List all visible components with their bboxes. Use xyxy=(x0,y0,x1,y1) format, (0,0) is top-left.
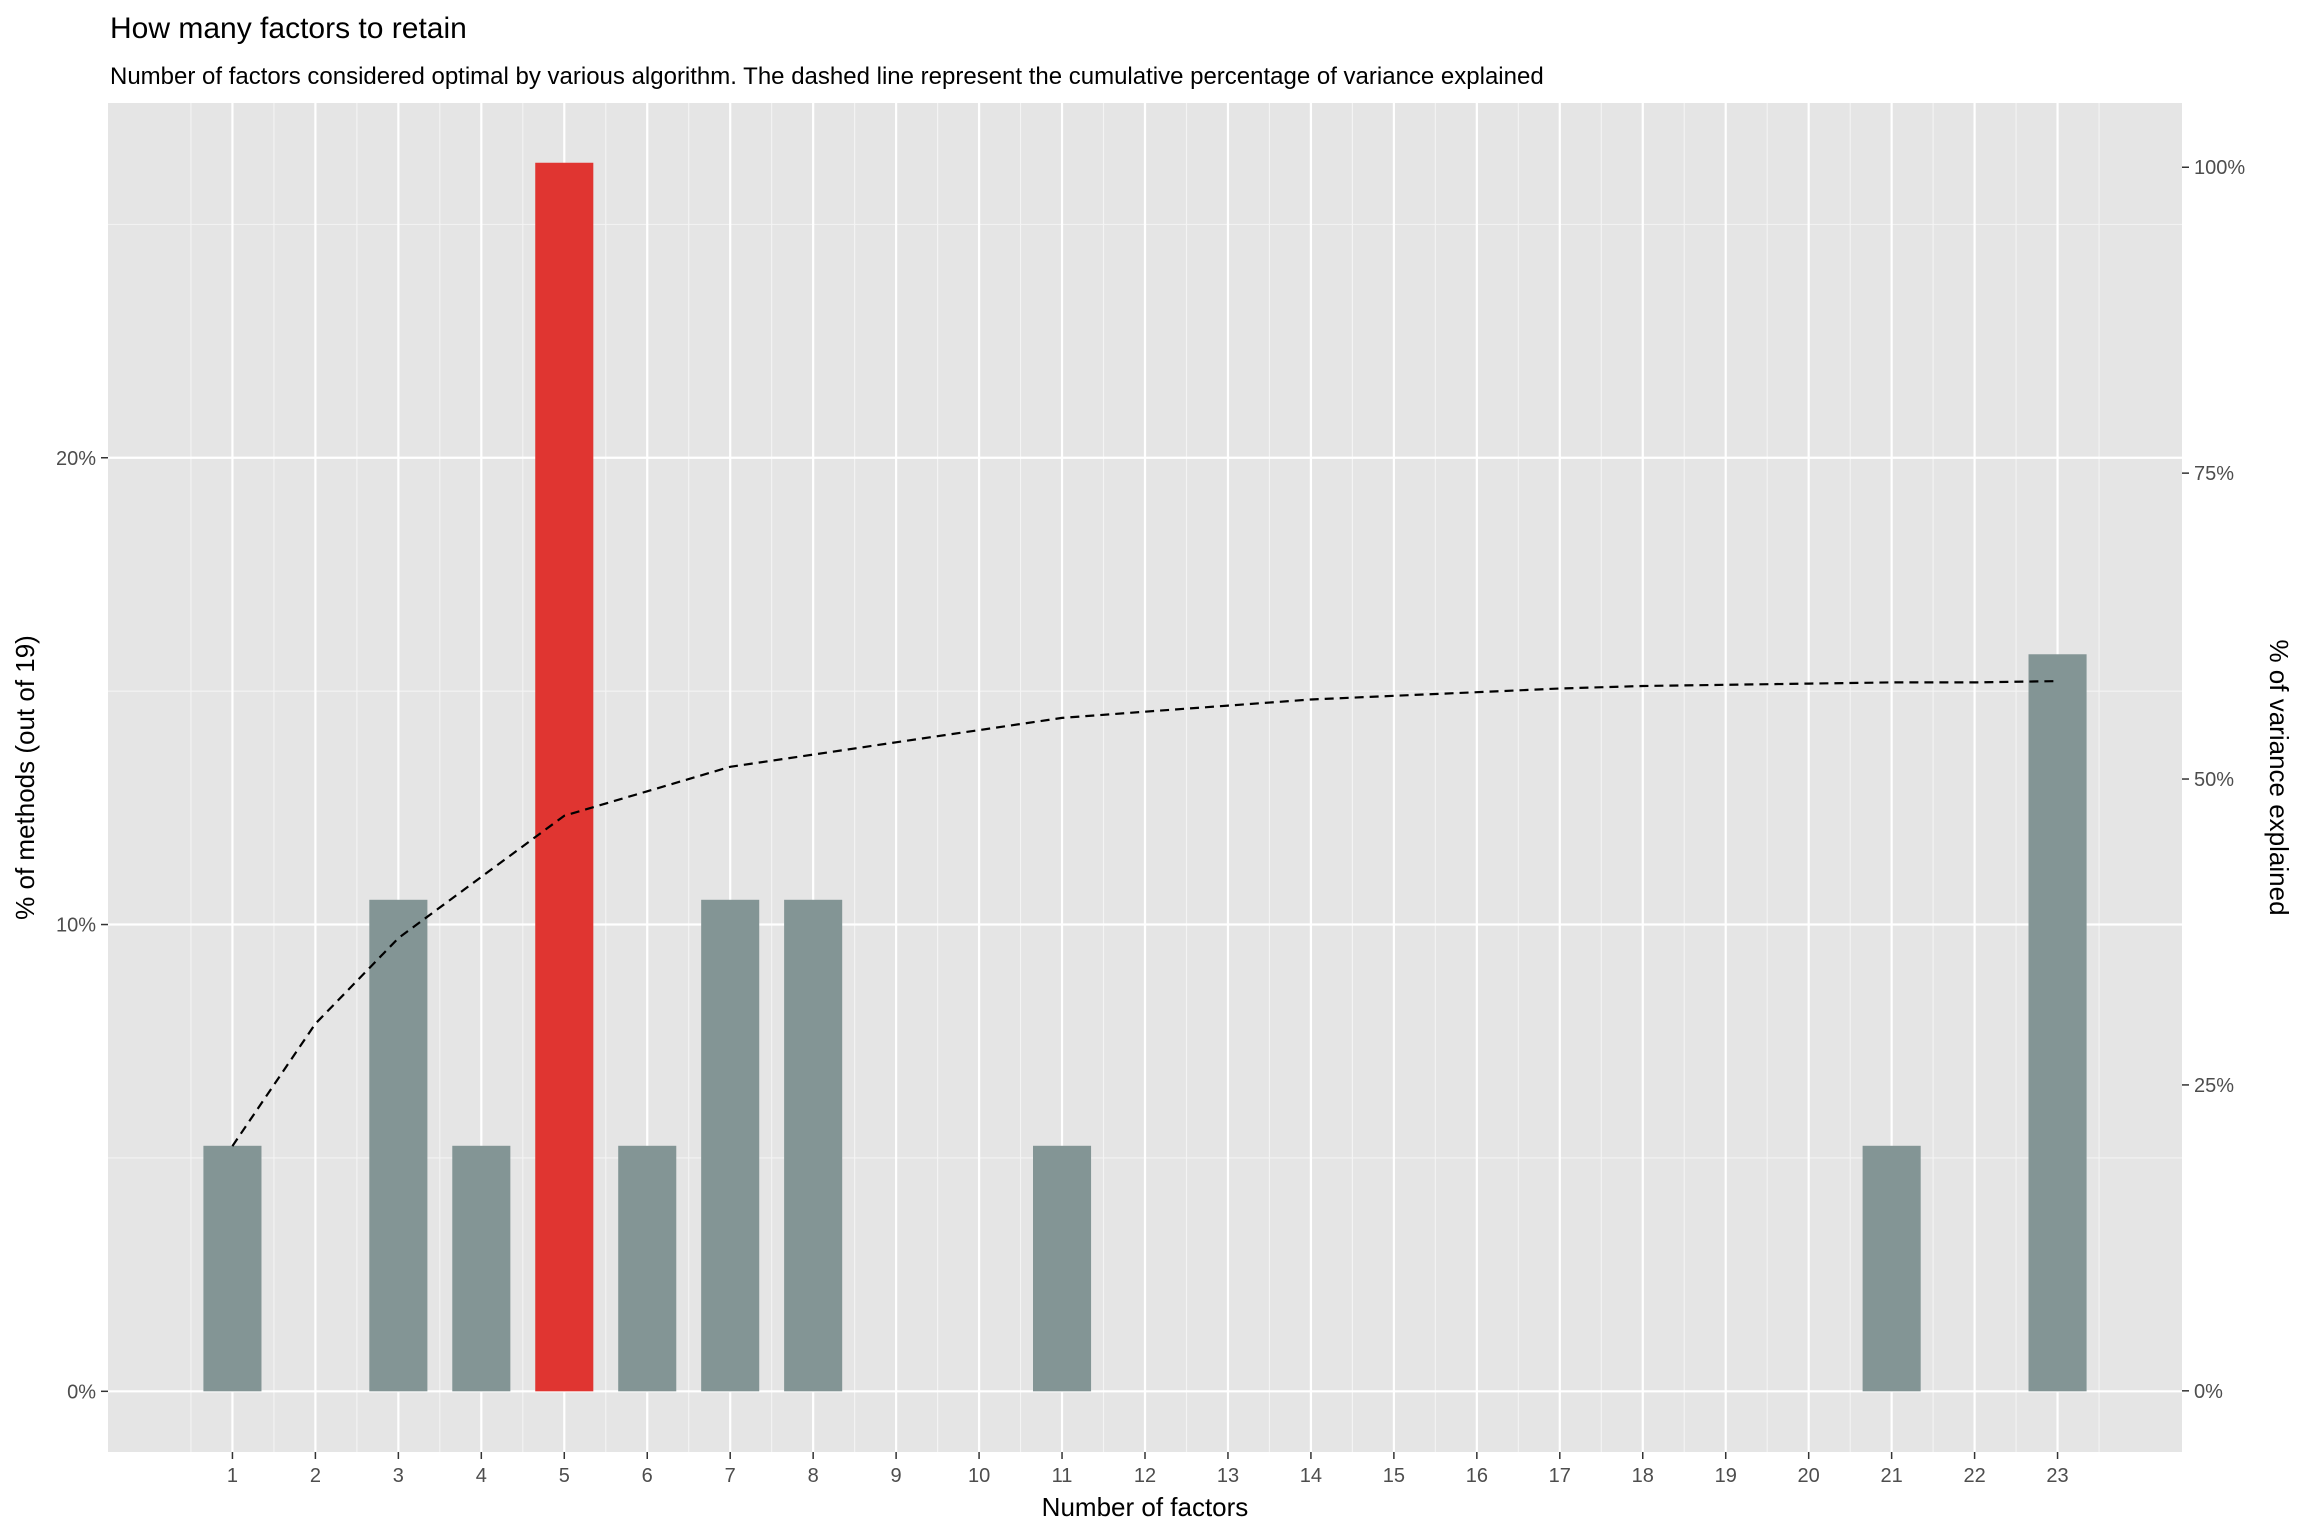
x-tick-label: 17 xyxy=(1549,1465,1571,1487)
x-tick-label: 22 xyxy=(1963,1465,1985,1487)
bar-3 xyxy=(369,899,428,1392)
cumulative-variance-line xyxy=(231,680,2058,1147)
x-tick-label: 16 xyxy=(1466,1465,1488,1487)
x-tick-label: 20 xyxy=(1798,1465,1820,1487)
x-tick-label: 1 xyxy=(227,1465,238,1487)
bars xyxy=(203,162,2087,1392)
y-axis-right: 0% 25% 50% 75% 100% xyxy=(2182,157,2245,1403)
bar-23 xyxy=(2028,654,2087,1392)
y-tick-label: 10% xyxy=(56,915,96,937)
y-tick-label: 0% xyxy=(67,1381,96,1403)
y2-axis-label: % of variance explained xyxy=(2264,639,2294,915)
x-tick-label: 6 xyxy=(642,1465,653,1487)
x-tick-label: 15 xyxy=(1383,1465,1405,1487)
x-tick-label: 21 xyxy=(1881,1465,1903,1487)
bar-6 xyxy=(618,1145,677,1392)
plot-panel xyxy=(108,103,2182,1452)
x-tick-label: 2 xyxy=(310,1465,321,1487)
x-tick-label: 13 xyxy=(1217,1465,1239,1487)
x-tick-label: 9 xyxy=(891,1465,902,1487)
x-tick-label: 3 xyxy=(393,1465,404,1487)
x-axis: 1 2 3 4 5 6 7 8 9 10 11 12 13 14 15 16 17 18 19 20 21 22 23 xyxy=(227,1452,2069,1487)
bar-1 xyxy=(203,1145,262,1392)
y2-tick-label: 75% xyxy=(2194,463,2234,485)
y2-tick-label: 50% xyxy=(2194,769,2234,791)
minor-gridlines xyxy=(108,103,2182,1452)
x-tick-label: 4 xyxy=(476,1465,487,1487)
bar-5 xyxy=(535,162,594,1392)
bar-21 xyxy=(1862,1145,1921,1392)
y2-tick-label: 0% xyxy=(2194,1381,2223,1403)
chart-subtitle: Number of factors considered optimal by … xyxy=(110,63,1544,90)
chart-title: How many factors to retain xyxy=(110,12,467,45)
bar-11 xyxy=(1033,1145,1092,1392)
bar-7 xyxy=(701,899,760,1392)
y2-tick-label: 100% xyxy=(2194,157,2245,179)
x-tick-label: 23 xyxy=(2046,1465,2068,1487)
x-tick-label: 18 xyxy=(1632,1465,1654,1487)
x-tick-label: 5 xyxy=(559,1465,570,1487)
x-tick-label: 19 xyxy=(1715,1465,1737,1487)
x-tick-label: 10 xyxy=(968,1465,990,1487)
y-tick-label: 20% xyxy=(56,448,96,470)
x-axis-label: Number of factors xyxy=(1042,1492,1249,1522)
y2-tick-label: 25% xyxy=(2194,1075,2234,1097)
y-axis-left: 0% 10% 20% xyxy=(56,448,108,1403)
x-tick-label: 11 xyxy=(1052,1465,1073,1487)
bar-4 xyxy=(452,1145,511,1392)
x-tick-label: 7 xyxy=(725,1465,736,1487)
x-tick-label: 14 xyxy=(1300,1465,1322,1487)
y-axis-label: % of methods (out of 19) xyxy=(10,635,40,920)
bar-8 xyxy=(784,899,843,1392)
x-tick-label: 8 xyxy=(808,1465,819,1487)
x-tick-label: 12 xyxy=(1134,1465,1156,1487)
